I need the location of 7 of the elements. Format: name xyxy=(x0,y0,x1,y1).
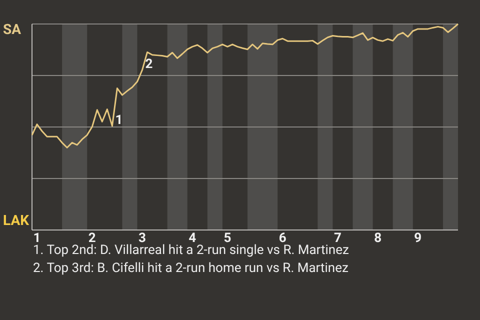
text: LAK xyxy=(3,213,30,229)
text: 2. Top 3rd: B. Cifelli hit a 2-run home run vs R. Martinez xyxy=(33,261,349,276)
annotation: 2 xyxy=(145,56,153,72)
text: SA xyxy=(3,22,22,38)
annotation: 1 xyxy=(115,112,123,128)
x-tick-label: 8 xyxy=(374,231,382,246)
x-tick-label: 9 xyxy=(414,231,422,246)
